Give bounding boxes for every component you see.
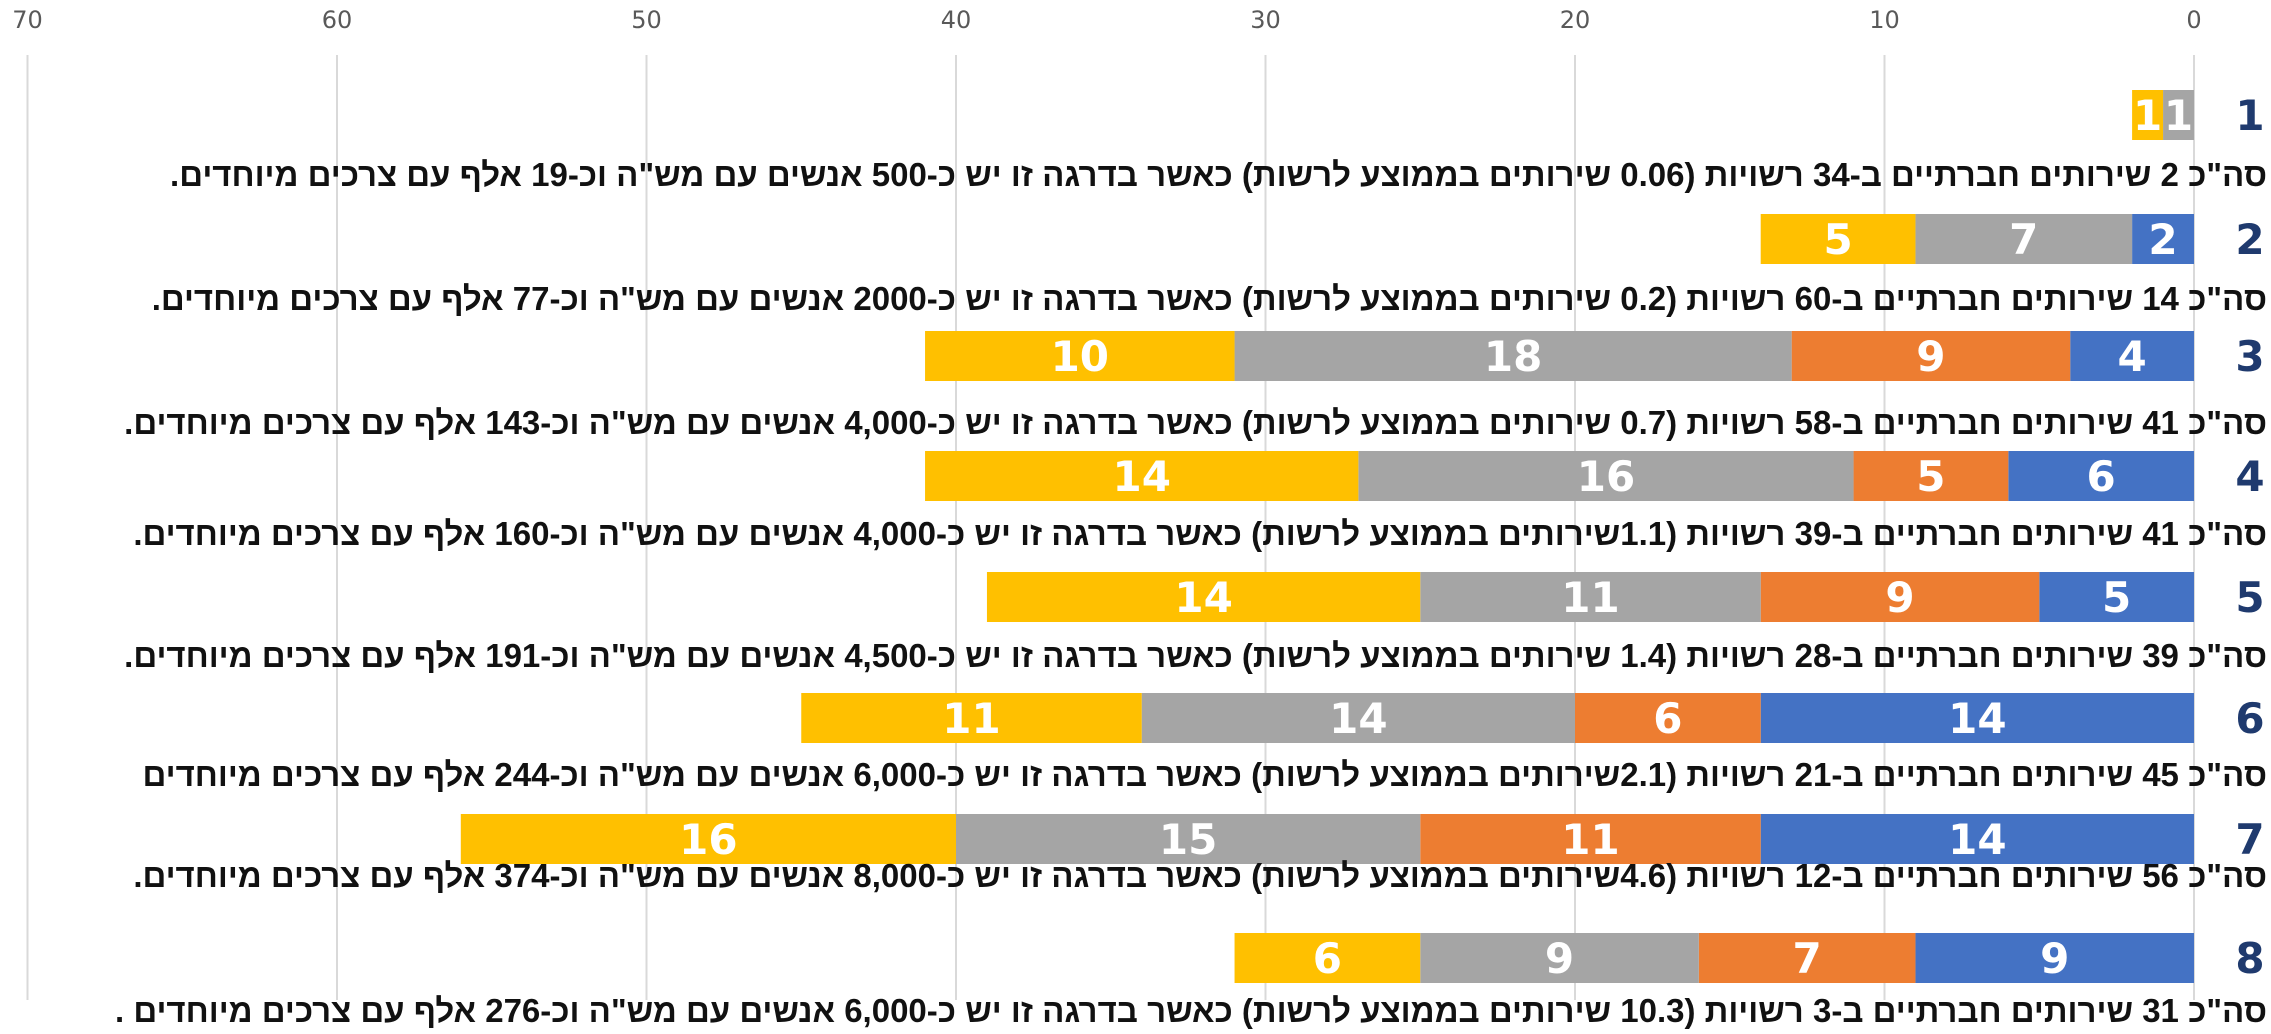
data-label: 2 — [2148, 215, 2177, 264]
data-label: 9 — [1916, 332, 1945, 381]
bar-segment — [925, 331, 1235, 381]
bar-segment — [2070, 331, 2194, 381]
category-label: 1 — [2235, 91, 2264, 140]
data-label: 14 — [1112, 452, 1170, 501]
bar-segment — [986, 572, 1421, 622]
data-label: 7 — [1793, 934, 1822, 983]
category-label: 3 — [2235, 332, 2264, 381]
data-label: 5 — [1916, 452, 1945, 501]
category-label: 6 — [2235, 694, 2264, 743]
x-tick-label: 30 — [1250, 6, 1281, 34]
annotation-7: סה"כ 56 שירותים חברתיים ב-12 רשויות (4.6… — [133, 857, 2267, 894]
x-tick-label: 50 — [631, 6, 662, 34]
bar-segment — [925, 451, 1359, 501]
annotation-2: סה"כ 14 שירותים חברתיים ב-60 רשויות (0.2… — [151, 280, 2267, 317]
data-label: 9 — [1545, 934, 1574, 983]
bar-segment — [1141, 693, 1575, 743]
x-tick-label: 70 — [12, 6, 43, 34]
data-label: 5 — [2102, 573, 2131, 622]
x-tick-label: 60 — [322, 6, 353, 34]
bar-segment — [1358, 451, 1854, 501]
x-tick-label: 40 — [941, 6, 972, 34]
data-label: 1 — [2133, 91, 2162, 140]
bar-series: 11 2 7 5 4 9 18 10 6 5 16 14 5 9 11 14 14 6 14 11 14 11 15 16 9 7… — [460, 90, 2194, 983]
data-label: 14 — [1948, 694, 2006, 743]
bar-segment — [2132, 214, 2194, 264]
bar-segment — [1760, 814, 2194, 864]
data-label: 6 — [2087, 452, 2116, 501]
data-label: 9 — [2040, 934, 2069, 983]
bar-segment — [1234, 933, 1421, 983]
bar-segment — [2132, 90, 2164, 140]
data-label: 6 — [1313, 934, 1342, 983]
annotation-8: סה"כ 31 שירותים חברתיים ב-3 רשויות (10.3… — [115, 992, 2267, 1029]
bar-segment — [1853, 451, 2009, 501]
bar-segment — [1760, 693, 2194, 743]
data-label: 10 — [1051, 332, 1109, 381]
bar-segment — [1791, 331, 2071, 381]
bar-segment — [2163, 90, 2194, 140]
data-label: 5 — [1823, 215, 1852, 264]
bar-segment — [1420, 933, 1699, 983]
data-label: 11 — [942, 694, 1000, 743]
annotation-4: סה"כ 41 שירותים חברתיים ב-39 רשויות (1.1… — [133, 515, 2267, 552]
category-label: 7 — [2235, 815, 2264, 864]
annotation-5: סה"כ 39 שירותים חברתיים ב-28 רשויות (1.4… — [124, 637, 2267, 674]
x-axis-tick-labels: 0 10 20 30 40 50 60 70 — [12, 6, 2201, 34]
data-label: 6 — [1653, 694, 1682, 743]
data-label: 4 — [2117, 332, 2146, 381]
data-label: 7 — [2009, 215, 2038, 264]
bar-segment — [1420, 572, 1761, 622]
data-label: 14 — [1329, 694, 1387, 743]
bar-segment — [1698, 933, 1916, 983]
bar-segment — [1575, 693, 1761, 743]
bar-segment — [1760, 572, 2040, 622]
bar-segment — [460, 814, 956, 864]
category-label: 2 — [2235, 215, 2264, 264]
x-tick-label: 20 — [1560, 6, 1591, 34]
data-label: 14 — [1174, 573, 1232, 622]
bar-segment — [801, 693, 1142, 743]
data-label: 15 — [1159, 815, 1217, 864]
data-label: 11 — [1561, 815, 1619, 864]
category-label: 4 — [2235, 452, 2264, 501]
gridlines — [26, 55, 2195, 1000]
data-label: 11 — [1561, 573, 1619, 622]
data-label: 16 — [1577, 452, 1635, 501]
bar-segment — [1420, 814, 1761, 864]
bar-segment — [1915, 214, 2133, 264]
category-label: 8 — [2235, 934, 2264, 983]
category-labels: 1 2 3 4 5 6 7 8 — [2235, 91, 2264, 983]
x-tick-label: 10 — [1869, 6, 1900, 34]
bar-segment — [1760, 214, 1916, 264]
data-label: 14 — [1948, 815, 2006, 864]
x-tick-label: 0 — [2186, 6, 2201, 34]
data-label: 1 — [2164, 91, 2193, 140]
data-label: 16 — [679, 815, 737, 864]
annotation-1: סה"כ 2 שירותים חברתיים ב-34 רשויות (0.06… — [170, 156, 2267, 193]
bar-segment — [1915, 933, 2194, 983]
bar-segment — [956, 814, 1421, 864]
annotation-3: סה"כ 41 שירותים חברתיים ב-58 רשויות (0.7… — [124, 404, 2267, 441]
bar-segment — [2008, 451, 2194, 501]
data-label: 18 — [1484, 332, 1542, 381]
bar-segment — [1234, 331, 1792, 381]
bar-segment — [2039, 572, 2194, 622]
annotation-6: סה"כ 45 שירותים חברתיים ב-21 רשויות (2.1… — [142, 756, 2268, 793]
category-label: 5 — [2235, 573, 2264, 622]
data-label: 9 — [1885, 573, 1914, 622]
